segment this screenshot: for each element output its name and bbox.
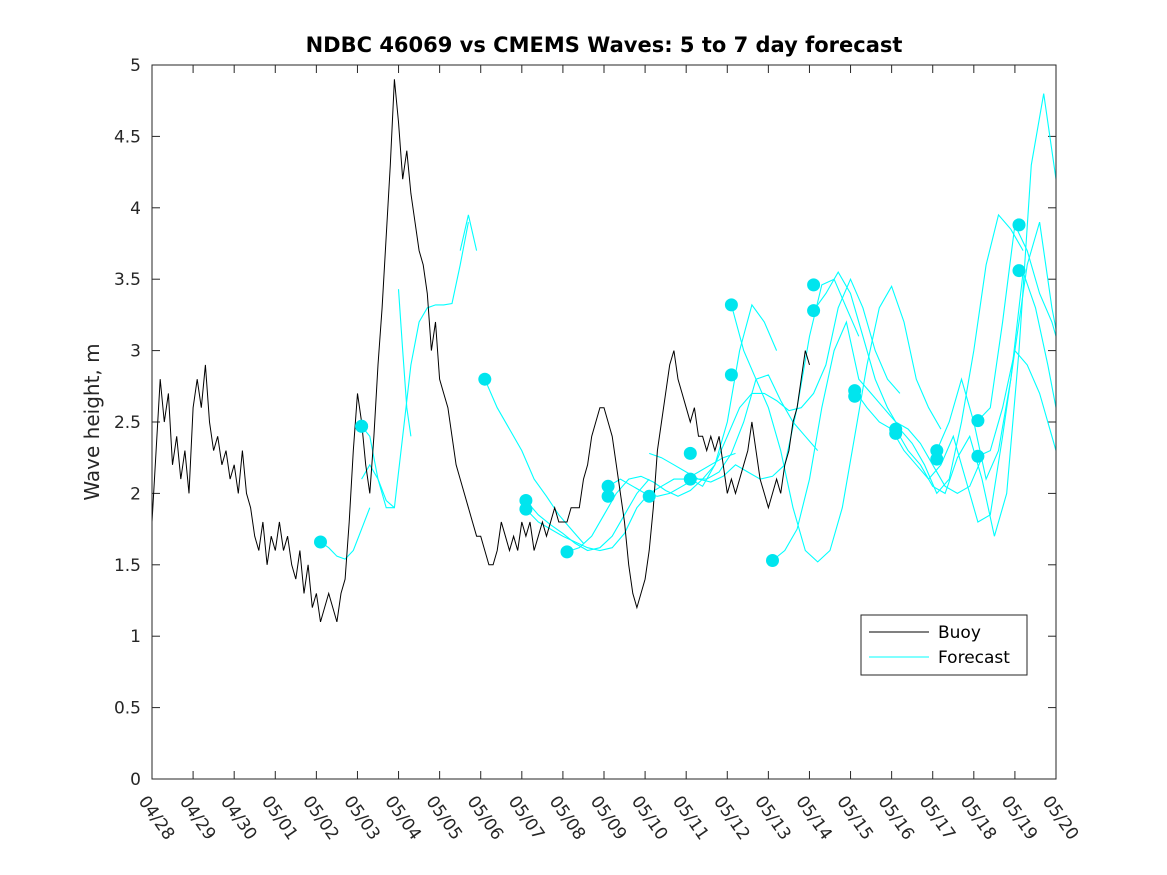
buoy-series-line: [151, 79, 810, 623]
forecast-series-line: [936, 271, 1057, 481]
forecast-marker: [683, 472, 697, 486]
forecast-marker: [355, 419, 369, 433]
y-axis-label: Wave height, m: [80, 343, 104, 500]
forecast-marker: [930, 452, 944, 466]
forecast-series-line: [813, 213, 1024, 495]
forecast-series-line: [607, 374, 819, 497]
forecast-marker: [724, 368, 738, 382]
forecast-series-line: [977, 222, 1057, 421]
forecast-marker: [601, 489, 615, 503]
forecast-series-line: [690, 277, 901, 488]
forecast-marker: [724, 298, 738, 312]
forecast-marker: [560, 545, 574, 559]
forecast-marker: [683, 446, 697, 460]
forecast-series-line: [730, 284, 942, 563]
forecast-marker: [971, 449, 985, 463]
forecast-series-line: [525, 478, 650, 552]
forecast-marker: [314, 535, 327, 549]
forecast-marker: [601, 479, 615, 493]
legend: Buoy Forecast: [860, 614, 1028, 676]
forecast-marker: [971, 414, 985, 428]
y-tick-label: 1.5: [114, 556, 141, 576]
forecast-marker: [519, 502, 533, 516]
y-tick-label: 2.5: [114, 413, 141, 433]
buoy-line: [151, 79, 810, 623]
forecast-series-line: [397, 289, 412, 437]
y-tick-label: 4.5: [114, 127, 141, 147]
y-tick-label: 3.5: [114, 270, 141, 290]
axes-box: [151, 64, 1057, 780]
y-tick-label: 1: [130, 627, 141, 647]
forecast-series-line: [320, 507, 371, 560]
forecast-series-line: [525, 452, 736, 552]
y-tick-label: 4: [130, 199, 141, 219]
y-tick-label: 0.5: [114, 699, 141, 719]
legend-box: [860, 614, 1028, 676]
legend-buoy-label: Buoy: [938, 623, 981, 643]
forecast-marker: [807, 278, 821, 292]
forecast-marker: [807, 304, 821, 318]
y-tick-label: 0: [130, 770, 141, 790]
forecast-series-line: [361, 463, 395, 509]
forecast-marker: [1012, 264, 1026, 278]
legend-forecast-label: Forecast: [938, 648, 1010, 668]
forecast-marker: [1012, 218, 1026, 232]
y-tick-label: 2: [130, 484, 141, 504]
forecast-series-line: [649, 278, 860, 483]
forecast-series-line: [459, 214, 478, 251]
forecast-marker: [766, 554, 779, 567]
forecast-marker: [889, 426, 903, 440]
y-tick-label: 3: [130, 342, 141, 362]
y-tick-label: 5: [130, 56, 141, 76]
forecast-series-line: [484, 378, 584, 544]
forecast-marker: [848, 389, 862, 403]
forecast-series-line: [977, 349, 1057, 457]
forecast-marker: [478, 372, 492, 386]
forecast-marker: [642, 489, 656, 503]
forecast-markers: [314, 218, 1026, 567]
chart-title: NDBC 46069 vs CMEMS Waves: 5 to 7 day fo…: [306, 33, 903, 57]
